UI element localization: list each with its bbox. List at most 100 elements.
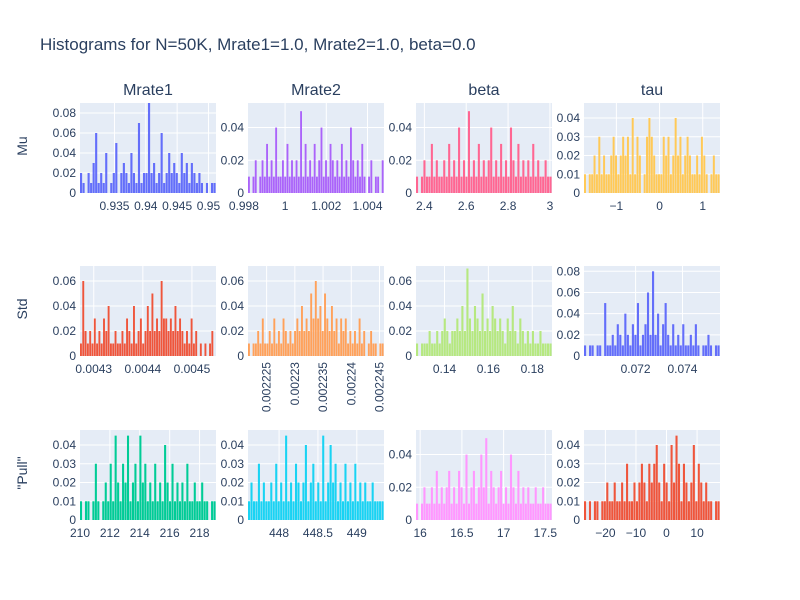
- histogram-bar: [358, 318, 361, 356]
- histogram-bar: [539, 503, 542, 520]
- histogram-bar: [500, 470, 503, 520]
- histogram-bar: [680, 501, 683, 520]
- histogram-bar: [516, 343, 519, 356]
- histogram-bar: [178, 183, 181, 193]
- histogram-bar: [629, 345, 632, 356]
- x-tick-label: 0.002235: [316, 362, 330, 412]
- histogram-bar: [146, 501, 149, 520]
- histogram-bar: [128, 331, 131, 356]
- histogram-bar: [117, 482, 120, 520]
- histogram-bar: [114, 435, 117, 520]
- histogram-bar: [179, 318, 182, 356]
- histogram-bar: [601, 501, 604, 520]
- panel-std-mrate1: 0 0.02 0.04 0.06 0.0043 0.0044 0.0045: [53, 266, 216, 376]
- histogram-bar: [626, 136, 629, 193]
- histogram-bar: [649, 334, 652, 356]
- histogram-bar: [536, 343, 540, 356]
- y-tick-label: 0.02: [221, 324, 245, 338]
- histogram-bar: [705, 482, 708, 520]
- histogram-bar: [480, 454, 483, 520]
- histogram-bar: [425, 176, 428, 193]
- x-tick-label: 10: [690, 526, 704, 540]
- histogram-bar: [643, 482, 646, 520]
- x-tick-label: 0.16: [477, 362, 501, 376]
- histogram-bar: [710, 501, 713, 520]
- histogram-bar: [443, 160, 446, 193]
- histogram-bar: [163, 183, 166, 193]
- histogram-bar: [188, 501, 191, 520]
- histogram-bar: [691, 174, 694, 193]
- histogram-bar: [534, 343, 537, 356]
- histogram-bar: [366, 501, 369, 520]
- histogram-bar: [619, 155, 622, 193]
- histogram-bar: [702, 501, 705, 520]
- histogram-bar: [517, 143, 520, 193]
- histogram-bar: [268, 176, 271, 193]
- panel-pull-mrate1: 0 0.01 0.02 0.03 0.04 210 212 214 216 218: [53, 430, 216, 540]
- histogram-bar: [612, 136, 615, 193]
- histogram-bar: [688, 155, 691, 193]
- histogram-bar: [445, 176, 448, 193]
- histogram-bar: [183, 343, 186, 356]
- histogram-bar: [490, 470, 493, 520]
- histogram-bar: [290, 482, 293, 520]
- histogram-bar: [158, 173, 161, 193]
- histogram-bar: [700, 482, 703, 520]
- histogram-bar: [712, 155, 715, 193]
- histogram-bar: [423, 343, 426, 356]
- y-tick-label: 0: [237, 513, 244, 527]
- histogram-bar: [681, 174, 684, 193]
- histogram-bar: [122, 463, 125, 520]
- histogram-bar: [342, 331, 345, 356]
- histogram-bar: [696, 155, 699, 193]
- histogram-bar: [531, 331, 534, 356]
- y-tick-label: 0.02: [53, 166, 77, 180]
- histogram-bar: [148, 103, 151, 193]
- histogram-bar: [606, 482, 609, 520]
- x-tick-label: 1.004: [352, 199, 382, 213]
- histogram-bar: [173, 163, 176, 193]
- histogram-bar: [84, 331, 87, 356]
- histogram-bar: [638, 155, 641, 193]
- histogram-bar: [252, 176, 255, 193]
- histogram-bar: [501, 331, 504, 356]
- histogram-bar: [541, 343, 545, 356]
- y-tick-label: 0.06: [557, 285, 581, 299]
- histogram-bar: [350, 127, 352, 193]
- histogram-bar: [709, 345, 713, 356]
- histogram-bar: [267, 501, 270, 520]
- histogram-bar: [624, 155, 627, 193]
- histogram-bar: [260, 501, 263, 520]
- histogram-bar: [300, 111, 302, 193]
- x-tick-label: 212: [100, 526, 120, 540]
- histogram-bar: [700, 136, 703, 193]
- histogram-bar: [377, 176, 380, 193]
- histogram-bar: [165, 173, 168, 193]
- histogram-bar: [332, 482, 335, 520]
- histogram-bar: [144, 331, 147, 356]
- histogram-bar: [320, 127, 323, 193]
- histogram-bar: [527, 160, 530, 193]
- histogram-bar: [497, 487, 500, 520]
- histogram-bar: [294, 331, 297, 356]
- histogram-bar: [458, 470, 461, 520]
- histogram-bar: [433, 503, 436, 520]
- histogram-bar: [370, 331, 373, 356]
- histogram-bar: [172, 331, 175, 356]
- y-tick-label: 0.02: [53, 476, 77, 490]
- y-tick-label: 0.01: [221, 494, 245, 508]
- histogram-bar: [677, 155, 680, 193]
- histogram-bar: [677, 463, 681, 520]
- histogram-bar: [363, 331, 366, 356]
- panel-mu-mrate2: 0 0.02 0.04 0.998 1 1.002 1.004: [221, 103, 384, 213]
- histogram-bar: [168, 153, 171, 193]
- histogram-bar: [164, 445, 167, 520]
- histogram-bar: [188, 183, 191, 193]
- histogram-bar: [289, 331, 292, 356]
- histogram-bar: [634, 334, 637, 356]
- histogram-bar: [136, 501, 139, 520]
- histogram-bar: [591, 174, 594, 193]
- y-tick-label: 0.03: [557, 130, 581, 144]
- histogram-bar: [354, 331, 356, 356]
- histogram-bar: [313, 143, 316, 193]
